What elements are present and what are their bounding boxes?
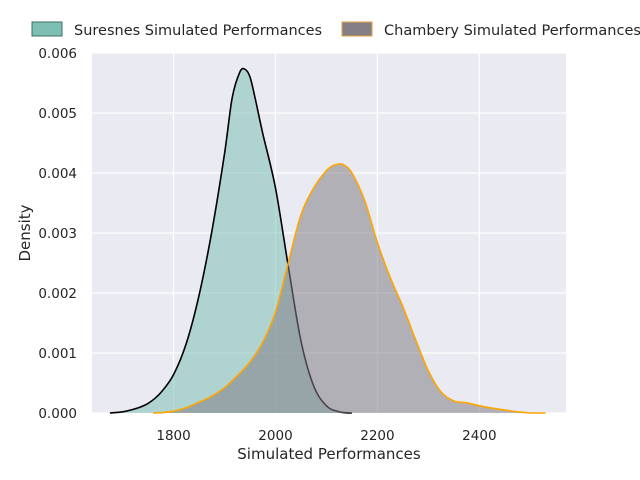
x-tick-label: 1800 — [156, 428, 190, 444]
legend-swatch-chambery — [341, 21, 373, 37]
tick-labels: 1800 2000 2200 2400 0.000 0.001 0.002 0.003 0.00… — [38, 46, 496, 444]
legend-swatch-suresnes — [31, 21, 63, 37]
density-line-chambery — [153, 163, 546, 414]
legend-label-suresnes: Suresnes Simulated Performances — [74, 23, 322, 39]
x-tick-label: 2000 — [258, 428, 292, 444]
y-tick-label: 0.002 — [38, 286, 77, 302]
y-axis-label: Density — [16, 204, 34, 261]
x-tick-label: 2400 — [462, 428, 496, 444]
y-tick-label: 0.004 — [38, 166, 77, 182]
y-tick-label: 0.001 — [38, 346, 77, 362]
legend: Suresnes Simulated Performances Chambery… — [31, 21, 640, 39]
y-tick-label: 0.006 — [38, 46, 77, 62]
density-area-chambery — [153, 163, 546, 413]
x-tick-label: 2200 — [360, 428, 394, 444]
y-tick-label: 0.003 — [38, 226, 77, 242]
x-axis-label: Simulated Performances — [237, 445, 421, 463]
legend-label-chambery: Chambery Simulated Performances — [384, 23, 640, 39]
y-tick-label: 0.000 — [38, 406, 77, 422]
series-layer — [109, 67, 546, 414]
y-tick-label: 0.005 — [38, 106, 77, 122]
